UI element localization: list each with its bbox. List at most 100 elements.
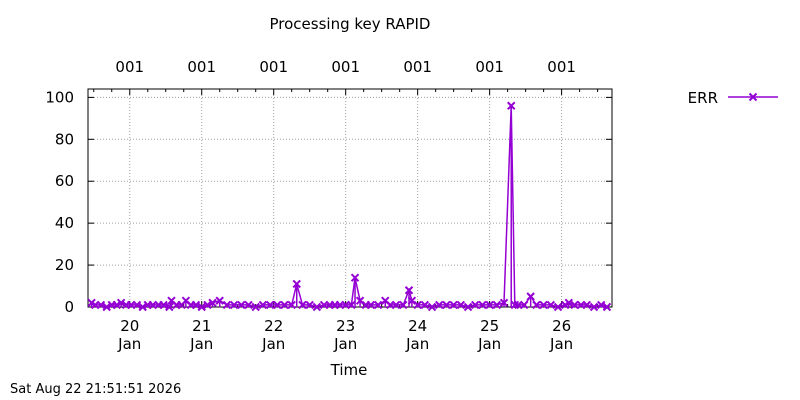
err-point — [229, 300, 239, 310]
marker-stroke — [87, 298, 96, 308]
x-tick-label-day: 23 — [336, 317, 355, 335]
x2-tick-label: 001 — [187, 58, 216, 76]
x-tick-label-month: Jan — [189, 335, 213, 353]
x2-tick-label: 001 — [403, 58, 432, 76]
err-point — [159, 300, 168, 310]
err-point — [312, 302, 322, 312]
err-point — [553, 302, 563, 312]
marker-stroke — [435, 300, 444, 310]
marker-stroke — [442, 300, 451, 310]
err-point — [350, 273, 360, 282]
marker-stroke — [244, 300, 253, 310]
err-point — [215, 296, 224, 305]
marker-stroke — [570, 300, 579, 310]
x2-tick-label: 001 — [475, 58, 504, 76]
marker-stroke — [499, 298, 509, 308]
x-tick-label-day: 25 — [480, 317, 499, 335]
marker-stroke — [399, 300, 408, 310]
marker-stroke — [381, 296, 390, 305]
err-point — [526, 292, 535, 301]
marker-stroke — [596, 300, 606, 310]
x-tick-label-month: Jan — [477, 335, 501, 353]
marker-stroke — [165, 302, 174, 312]
marker-stroke — [237, 300, 246, 310]
chart-title: Processing key RAPID — [270, 15, 431, 33]
marker-stroke — [582, 300, 592, 310]
err-point — [435, 300, 444, 310]
err-point — [407, 296, 417, 305]
err-point — [442, 300, 451, 310]
marker-stroke — [539, 300, 548, 310]
marker-stroke — [546, 300, 556, 310]
err-point — [112, 300, 121, 310]
marker-stroke — [507, 101, 516, 110]
err-point — [258, 300, 268, 310]
x-tick-label-month: Jan — [117, 335, 141, 353]
err-point — [237, 300, 246, 310]
err-point — [132, 300, 142, 310]
marker-stroke — [112, 300, 121, 310]
err-point — [564, 298, 574, 308]
marker-stroke — [229, 300, 239, 310]
err-point — [602, 302, 612, 312]
marker-stroke — [407, 296, 417, 305]
err-point — [347, 300, 356, 310]
legend: ERR — [688, 89, 778, 107]
err-point — [404, 286, 414, 295]
err-point — [203, 300, 212, 310]
err-point — [449, 300, 458, 310]
x-tick-label-day: 22 — [264, 317, 283, 335]
marker-stroke — [312, 302, 322, 312]
marker-stroke — [159, 300, 168, 310]
err-point — [165, 302, 174, 312]
err-point — [191, 300, 201, 310]
x2-tick-label: 001 — [547, 58, 576, 76]
marker-stroke — [287, 300, 296, 310]
x2-tick-label: 001 — [331, 58, 360, 76]
marker-stroke — [292, 279, 301, 289]
y-tick-label: 80 — [55, 130, 74, 148]
marker-stroke — [251, 302, 260, 312]
err-point — [492, 300, 502, 310]
err-point — [413, 300, 422, 310]
marker-stroke — [96, 300, 106, 310]
marker-stroke — [485, 300, 494, 310]
grid-lines — [88, 89, 612, 307]
marker-stroke — [748, 92, 758, 102]
err-point — [507, 101, 516, 110]
err-point — [478, 300, 487, 310]
marker-stroke — [208, 298, 217, 308]
err-point — [570, 300, 579, 310]
err-point — [366, 300, 376, 310]
legend-label-err: ERR — [688, 89, 718, 107]
err-point — [292, 279, 301, 289]
x-tick-label-day: 20 — [120, 317, 139, 335]
err-point — [532, 300, 541, 310]
marker-stroke — [298, 300, 307, 310]
marker-stroke — [564, 298, 574, 308]
err-point — [499, 298, 509, 308]
x-tick-label-day: 24 — [408, 317, 427, 335]
marker-stroke — [463, 302, 473, 312]
err-point — [96, 300, 106, 310]
err-point — [399, 300, 408, 310]
marker-stroke — [404, 286, 414, 295]
err-point — [265, 300, 275, 310]
marker-stroke — [350, 273, 360, 282]
marker-stroke — [413, 300, 422, 310]
axes: 02040608010020Jan21Jan22Jan23Jan24Jan25J… — [45, 58, 613, 353]
marker-stroke — [449, 300, 458, 310]
plot-frame — [87, 88, 613, 308]
err-point — [539, 300, 548, 310]
marker-stroke — [532, 300, 541, 310]
timestamp-footer: Sat Aug 22 21:51:51 2026 — [10, 382, 182, 397]
data-series — [87, 101, 612, 312]
err-point — [222, 300, 232, 310]
marker-stroke — [132, 300, 142, 310]
marker-stroke — [478, 300, 487, 310]
marker-stroke — [526, 292, 535, 301]
marker-stroke — [181, 296, 191, 305]
marker-stroke — [222, 300, 232, 310]
x-tick-label-day: 21 — [192, 317, 211, 335]
x-axis-title: Time — [330, 361, 368, 379]
